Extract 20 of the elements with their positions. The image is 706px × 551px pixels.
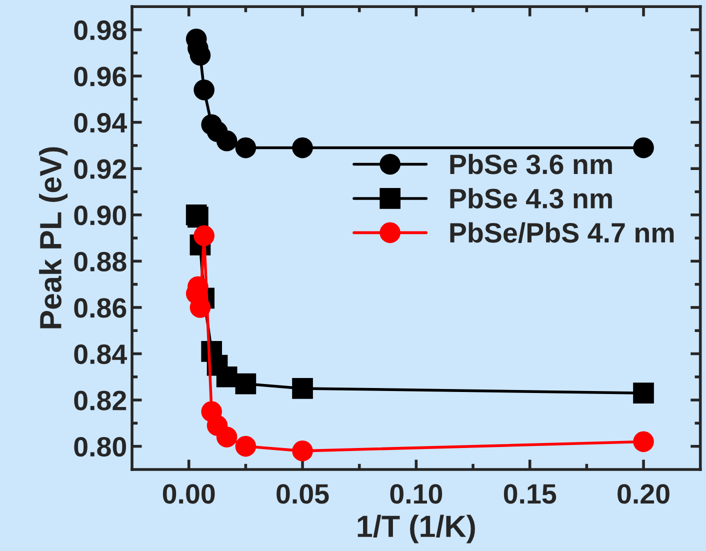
y-tick-label: 0.82 xyxy=(74,390,126,410)
legend-label: PbSe 4.3 nm xyxy=(450,188,612,208)
y-tick-label: 0.96 xyxy=(74,66,126,86)
x-tick-label: 0.20 xyxy=(618,484,670,504)
y-axis-title: Peak PL (eV) xyxy=(39,147,68,328)
y-tick-label: 0.84 xyxy=(74,344,128,364)
y-tick-label: 0.80 xyxy=(74,436,126,457)
x-axis-title: 1/T (1/K) xyxy=(358,514,475,544)
y-tick-label: 0.98 xyxy=(74,20,126,40)
y-tick-label: 0.90 xyxy=(74,206,126,226)
y-tick-label: 0.86 xyxy=(74,298,126,318)
x-tick-label: 0.00 xyxy=(162,484,215,504)
x-tick-label: 0.15 xyxy=(504,484,556,504)
x-tick-label: 0.05 xyxy=(276,484,329,504)
y-tick-label: 0.92 xyxy=(74,159,126,179)
y-tick-label: 0.94 xyxy=(74,112,128,133)
legend-label: PbSe 3.6 nm xyxy=(450,154,612,174)
y-tick-label: 0.88 xyxy=(74,252,126,272)
x-tick-label: 0.10 xyxy=(390,484,442,504)
legend-label: PbSe/PbS 4.7 nm xyxy=(450,222,674,243)
